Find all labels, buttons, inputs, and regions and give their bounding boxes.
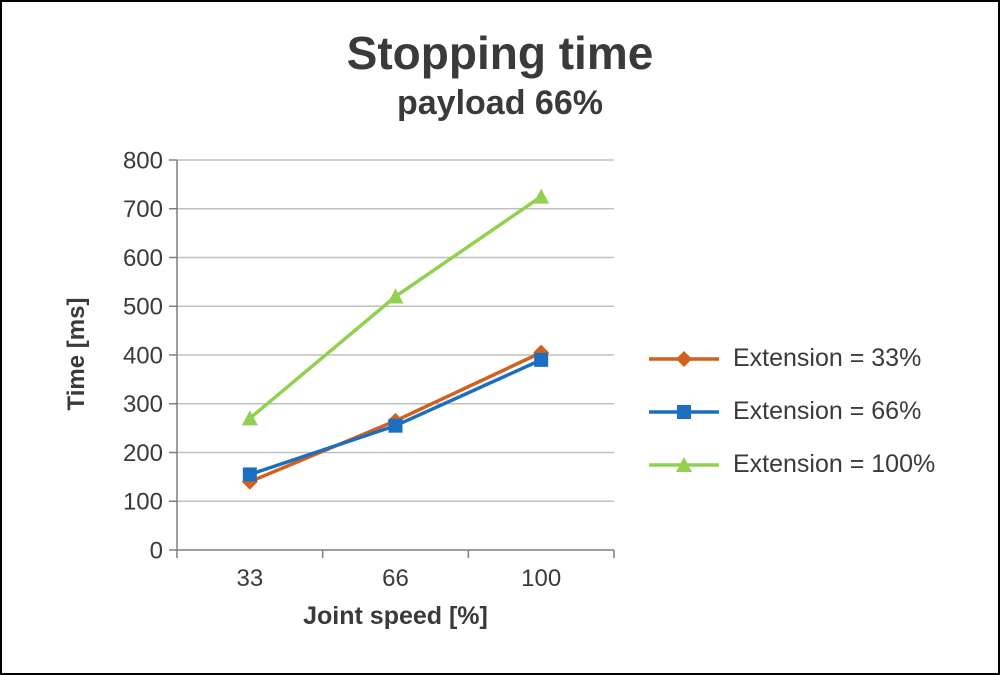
plot-area: 0 100 200 300 400 500 600 700 800 33 66 100 xyxy=(123,147,615,592)
svg-text:66: 66 xyxy=(382,565,409,592)
chart-title: Stopping time xyxy=(346,27,654,79)
svg-text:200: 200 xyxy=(123,440,163,467)
svg-text:700: 700 xyxy=(123,196,163,223)
legend-label: Extension = 100% xyxy=(733,450,936,478)
svg-text:600: 600 xyxy=(123,245,163,272)
svg-text:33: 33 xyxy=(236,565,263,592)
y-axis-label: Time [ms] xyxy=(63,297,90,411)
svg-text:400: 400 xyxy=(123,342,163,369)
legend-key-icon xyxy=(649,404,719,419)
legend-item: Extension = 100% xyxy=(647,438,935,491)
chart-subtitle: payload 66% xyxy=(397,84,603,122)
legend: Extension = 33% Extension = 66% Extension … xyxy=(647,332,935,491)
legend-item: Extension = 66% xyxy=(647,385,935,438)
legend-key-icon xyxy=(649,350,719,367)
x-axis-label: Joint speed [%] xyxy=(303,602,488,630)
svg-text:100: 100 xyxy=(521,565,561,592)
svg-text:100: 100 xyxy=(123,489,163,516)
svg-text:300: 300 xyxy=(123,391,163,418)
svg-text:800: 800 xyxy=(123,147,163,174)
svg-text:500: 500 xyxy=(123,294,163,321)
legend-item: Extension = 33% xyxy=(647,332,935,385)
legend-label: Extension = 33% xyxy=(733,344,922,372)
legend-key-icon xyxy=(649,456,719,472)
svg-text:0: 0 xyxy=(150,537,163,564)
legend-label: Extension = 66% xyxy=(733,397,922,425)
